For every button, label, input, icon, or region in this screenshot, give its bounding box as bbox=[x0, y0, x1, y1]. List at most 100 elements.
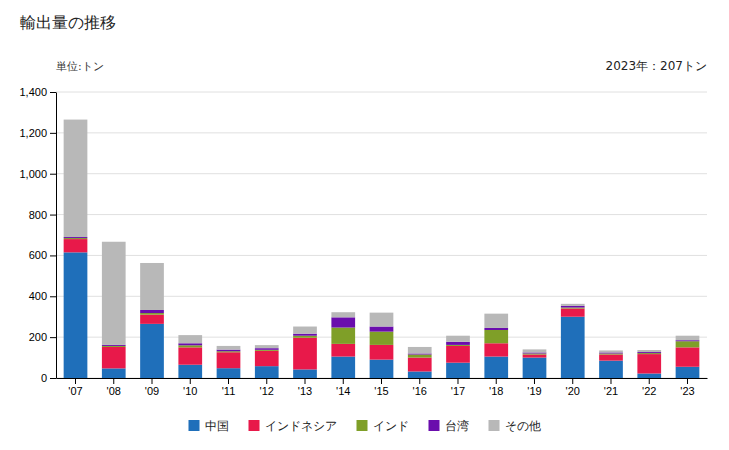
bar bbox=[102, 368, 126, 378]
bar bbox=[676, 341, 700, 347]
plot-area: '07'08'09'10'11'12'13'14'15'16'17'18'19'… bbox=[19, 86, 707, 397]
bar bbox=[255, 350, 279, 351]
y-tick: 1,200 bbox=[19, 127, 56, 139]
bar bbox=[446, 342, 470, 345]
bar bbox=[102, 345, 126, 346]
bar bbox=[561, 308, 585, 309]
x-tick-label: '16 bbox=[413, 385, 427, 397]
legend-item: 台湾 bbox=[429, 419, 469, 433]
bar bbox=[370, 313, 394, 327]
x-tick-mark bbox=[496, 378, 497, 384]
x-tick: '21 bbox=[604, 378, 618, 397]
x-axis: '07'08'09'10'11'12'13'14'15'16'17'18'19'… bbox=[57, 378, 708, 397]
y-tick-mark bbox=[50, 337, 56, 338]
bar bbox=[140, 315, 164, 324]
bar bbox=[637, 352, 661, 353]
bar bbox=[637, 350, 661, 352]
y-axis-line bbox=[56, 93, 57, 379]
x-tick-label: '17 bbox=[451, 385, 465, 397]
bar bbox=[64, 120, 88, 237]
x-tick-label: '15 bbox=[374, 385, 388, 397]
bar bbox=[64, 237, 88, 238]
x-tick-mark bbox=[572, 378, 573, 384]
grid-line bbox=[56, 214, 707, 215]
x-tick-mark bbox=[266, 378, 267, 384]
x-tick: '19 bbox=[527, 378, 541, 397]
bar bbox=[217, 368, 241, 378]
bar bbox=[140, 310, 164, 313]
bar bbox=[178, 345, 202, 347]
x-tick-mark bbox=[75, 378, 76, 384]
grid-line bbox=[56, 92, 707, 93]
bar bbox=[408, 371, 432, 378]
x-tick-label: '11 bbox=[222, 385, 236, 397]
bar bbox=[446, 363, 470, 378]
bar bbox=[446, 345, 470, 346]
bar bbox=[217, 351, 241, 352]
legend-swatch bbox=[249, 420, 260, 431]
x-tick-mark bbox=[113, 378, 114, 384]
bar bbox=[599, 352, 623, 353]
legend-item: インドネシア bbox=[249, 419, 337, 433]
x-tick-label: '09 bbox=[145, 385, 159, 397]
bar bbox=[140, 263, 164, 310]
x-tick-mark bbox=[305, 378, 306, 384]
bar bbox=[217, 350, 241, 352]
legend-swatch bbox=[357, 420, 368, 431]
bar bbox=[178, 347, 202, 364]
bar bbox=[255, 366, 279, 378]
x-tick-label: '14 bbox=[336, 385, 350, 397]
bar bbox=[293, 369, 317, 378]
bars bbox=[64, 120, 700, 378]
legend-label: その他 bbox=[505, 419, 541, 433]
bar bbox=[293, 336, 317, 338]
bar bbox=[178, 365, 202, 378]
y-tick: 1,400 bbox=[19, 86, 56, 98]
x-tick: '14 bbox=[336, 378, 350, 397]
bar bbox=[331, 312, 355, 317]
legend: 中国 インドネシア インド 台湾 その他 bbox=[189, 419, 541, 433]
x-tick: '16 bbox=[413, 378, 427, 397]
x-tick-label: '13 bbox=[298, 385, 312, 397]
x-tick: '18 bbox=[489, 378, 503, 397]
y-tick: 1,000 bbox=[19, 168, 56, 180]
y-tick: 0 bbox=[41, 372, 56, 384]
bar bbox=[217, 346, 241, 350]
x-tick-mark bbox=[649, 378, 650, 384]
y-tick-label: 1,400 bbox=[19, 86, 47, 98]
x-tick-label: '18 bbox=[489, 385, 503, 397]
y-tick-label: 800 bbox=[29, 209, 47, 221]
bar bbox=[484, 357, 508, 378]
bar bbox=[637, 374, 661, 378]
grid-line bbox=[56, 173, 707, 174]
legend-label: 中国 bbox=[205, 419, 229, 433]
x-tick-label: '20 bbox=[566, 385, 580, 397]
x-tick: '23 bbox=[680, 378, 694, 397]
x-tick-mark bbox=[152, 378, 153, 384]
bar bbox=[102, 347, 126, 368]
x-tick: '11 bbox=[222, 378, 236, 397]
legend-item: その他 bbox=[489, 419, 541, 433]
bar bbox=[446, 336, 470, 342]
bar bbox=[408, 353, 432, 354]
bar bbox=[293, 338, 317, 370]
bar bbox=[331, 357, 355, 378]
bar bbox=[370, 360, 394, 378]
bar bbox=[178, 335, 202, 343]
bar bbox=[561, 317, 585, 378]
x-tick-mark bbox=[419, 378, 420, 384]
x-tick-label: '21 bbox=[604, 385, 618, 397]
bar bbox=[484, 314, 508, 328]
bar bbox=[561, 304, 585, 306]
y-tick-mark bbox=[50, 378, 56, 379]
x-tick: '12 bbox=[260, 378, 274, 397]
x-tick-mark bbox=[381, 378, 382, 384]
y-tick: 400 bbox=[29, 290, 56, 302]
x-tick: '20 bbox=[566, 378, 580, 397]
y-tick-mark bbox=[50, 255, 56, 256]
bar bbox=[484, 343, 508, 356]
legend-label: インド bbox=[373, 419, 409, 433]
bar bbox=[140, 313, 164, 315]
bar bbox=[370, 332, 394, 345]
y-tick-label: 200 bbox=[29, 331, 47, 343]
